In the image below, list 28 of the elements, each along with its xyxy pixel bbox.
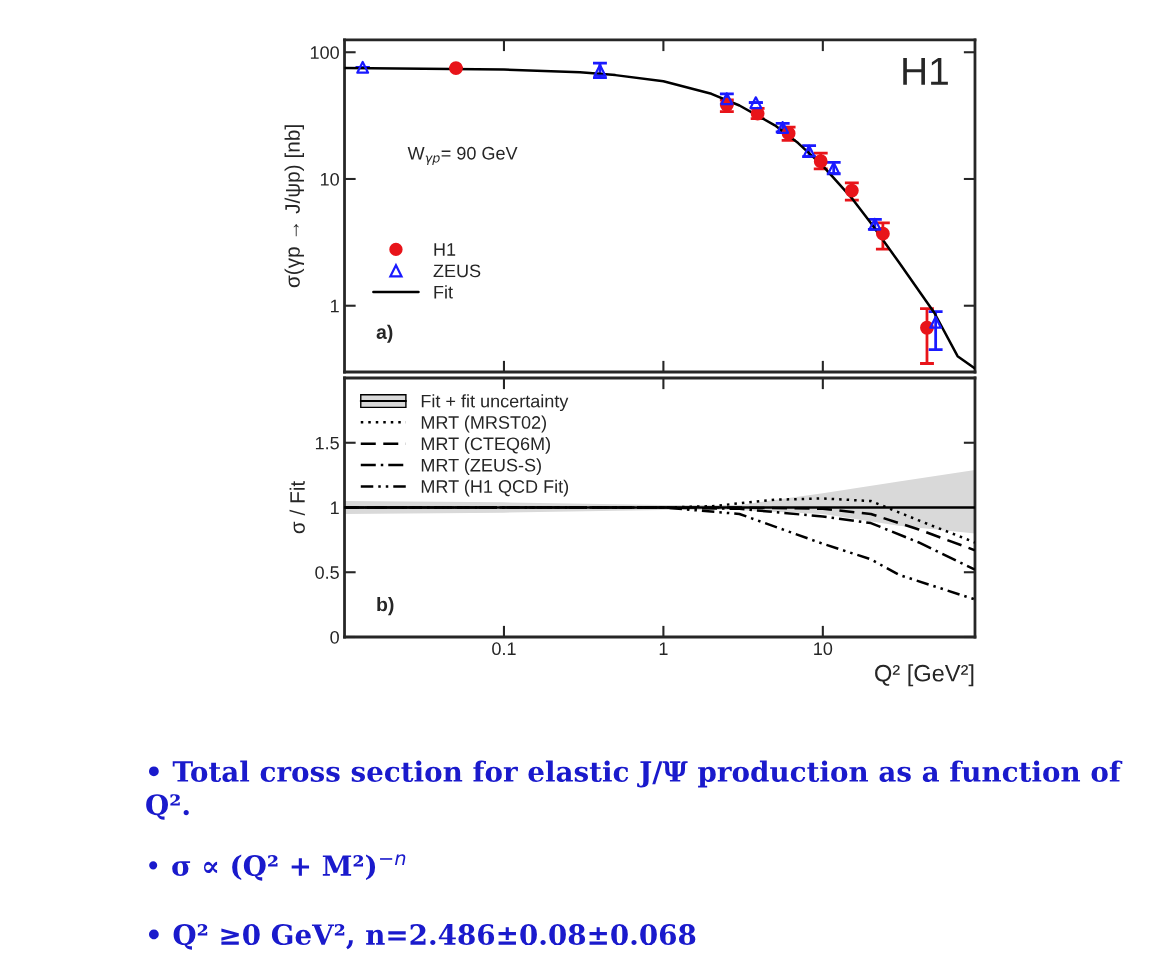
x-tick-label: 1 <box>659 642 668 655</box>
y-tick-label: 1 <box>331 501 339 515</box>
y-axis-title: σ(γp → J/ψp) [nb] <box>284 125 304 288</box>
annotation: W$_{γp}$= 90 GeV <box>407 146 518 166</box>
x-tick-label: 0.1 <box>492 642 516 656</box>
y-tick-label: 10 <box>320 172 339 186</box>
legend-label: MRT (MRST02) <box>421 415 546 433</box>
legend-label: Fit + fit uncertainty <box>421 394 569 412</box>
chart-title: H1 <box>903 57 948 85</box>
annotation: b) <box>377 597 394 616</box>
legend-label: ZEUS <box>433 264 481 278</box>
text: • Total cross section for elastic J/Ψ production as a function of Q². <box>146 760 1123 820</box>
y-tick-label: 100 <box>310 46 339 59</box>
legend-label: MRT (CTEQ6M) <box>421 436 550 454</box>
y-tick-label: 1.5 <box>315 436 339 450</box>
y-tick-label: 0 <box>330 630 339 644</box>
y-tick-label: 0.5 <box>315 566 339 579</box>
text: • σ ∝ (Q² + M²)$^{−n}$ <box>149 854 406 881</box>
legend-label: H1 <box>434 243 456 256</box>
annotation: a) <box>376 324 393 343</box>
x-axis-title: Q² [GeV²] <box>875 664 974 687</box>
y-axis-title: σ / Fit <box>289 480 305 534</box>
y-tick-label: 1 <box>331 299 339 313</box>
text: • Q² ≥0 GeV², n=2.486±0.08±0.068 <box>149 924 696 950</box>
legend-label: MRT (ZEUS-S) <box>421 458 541 476</box>
legend-label: MRT (H1 QCD Fit) <box>421 479 569 497</box>
x-tick-label: 10 <box>814 642 833 656</box>
legend-label: Fit <box>434 285 453 299</box>
